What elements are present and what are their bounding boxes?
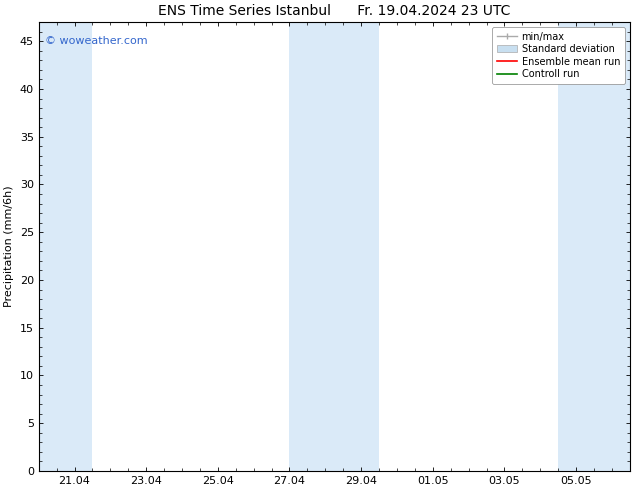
Bar: [558, 22, 630, 471]
Title: ENS Time Series Istanbul      Fr. 19.04.2024 23 UTC: ENS Time Series Istanbul Fr. 19.04.2024 …: [158, 4, 510, 18]
Legend: min/max, Standard deviation, Ensemble mean run, Controll run: min/max, Standard deviation, Ensemble me…: [493, 27, 625, 84]
Bar: [290, 22, 379, 471]
Text: © woweather.com: © woweather.com: [44, 36, 147, 46]
Bar: [39, 22, 93, 471]
Y-axis label: Precipitation (mm/6h): Precipitation (mm/6h): [4, 186, 14, 307]
